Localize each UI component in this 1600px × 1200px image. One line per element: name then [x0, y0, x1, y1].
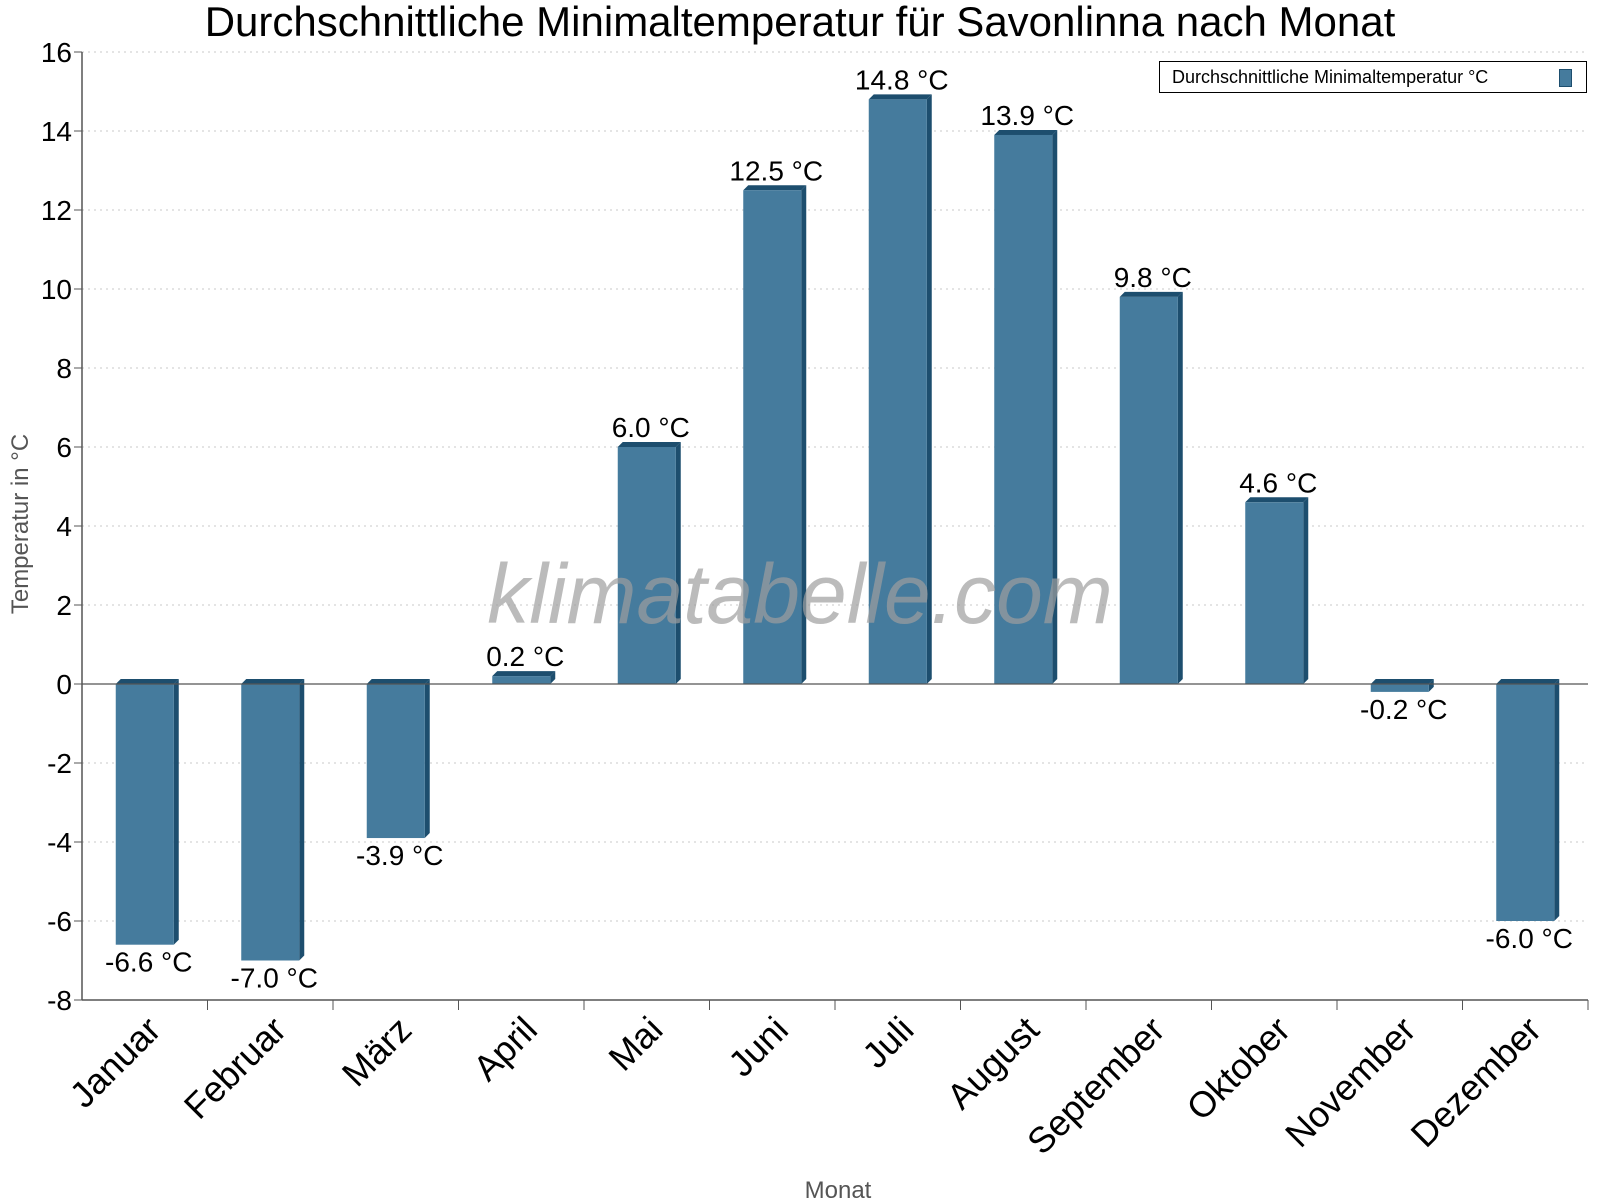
- y-tick-label: 2: [56, 590, 72, 621]
- bar: [1496, 684, 1555, 921]
- data-label: 14.8 °C: [855, 64, 949, 95]
- bar-side: [550, 671, 556, 684]
- watermark: klimatabelle.com: [487, 547, 1113, 641]
- y-tick-label: 6: [56, 432, 72, 463]
- x-tick-label: April: [465, 1009, 545, 1089]
- bar-side: [1303, 497, 1309, 684]
- bar: [994, 134, 1053, 684]
- x-tick-label: März: [334, 1009, 420, 1095]
- x-tick-label: August: [939, 1009, 1047, 1117]
- x-tick-label: Dezember: [1402, 1009, 1548, 1155]
- bar-side: [1177, 291, 1183, 684]
- bar: [115, 684, 174, 945]
- data-label: -0.2 °C: [1360, 694, 1447, 725]
- bar-top: [1245, 497, 1309, 503]
- x-tick-label: Juni: [720, 1009, 796, 1085]
- data-label: 9.8 °C: [1114, 262, 1192, 293]
- x-tick-label: Januar: [62, 1009, 169, 1116]
- bar-side: [1554, 679, 1560, 921]
- bar-top: [115, 679, 179, 684]
- y-tick-label: 4: [56, 511, 72, 542]
- y-tick-label: 14: [41, 116, 72, 147]
- data-label: -7.0 °C: [231, 963, 318, 994]
- bar-top: [1119, 291, 1183, 297]
- y-tick-label: -4: [47, 827, 72, 858]
- bar-top: [994, 129, 1058, 135]
- x-tick-label: November: [1277, 1009, 1423, 1155]
- y-tick-label: 10: [41, 274, 72, 305]
- x-axis-label: Monat: [805, 1177, 872, 1200]
- legend-swatch: [1559, 69, 1572, 87]
- bar-top: [366, 679, 430, 684]
- bar-side: [299, 679, 305, 961]
- bar-top: [1370, 679, 1434, 684]
- bar-side: [801, 185, 807, 684]
- bar-side: [424, 679, 430, 839]
- x-tick-label: Februar: [176, 1009, 294, 1127]
- y-tick-label: 16: [41, 37, 72, 68]
- bar-side: [1428, 679, 1434, 692]
- x-tick-label: Juli: [854, 1009, 921, 1076]
- bar-top: [868, 94, 932, 100]
- bar-side: [926, 94, 932, 684]
- data-label: 13.9 °C: [980, 100, 1074, 131]
- y-tick-label: 12: [41, 195, 72, 226]
- y-tick-label: -6: [47, 906, 72, 937]
- bar: [241, 684, 300, 961]
- bar-side: [173, 679, 179, 945]
- y-axis-label: Temperatur in °C: [7, 434, 34, 614]
- bar-top: [617, 442, 681, 447]
- bar: [617, 447, 676, 684]
- bar-top: [1496, 679, 1560, 684]
- data-label: -3.9 °C: [356, 840, 443, 871]
- bar-top: [492, 671, 556, 677]
- bar: [1119, 296, 1178, 684]
- bar: [743, 190, 802, 684]
- bar: [366, 684, 425, 839]
- legend: Durchschnittliche Minimaltemperatur °C: [1159, 61, 1587, 93]
- chart-title: Durchschnittliche Minimaltemperatur für …: [205, 0, 1396, 45]
- y-tick-label: 0: [56, 669, 72, 700]
- bar: [868, 99, 927, 684]
- y-tick-label: 8: [56, 353, 72, 384]
- x-tick-label: Oktober: [1178, 1009, 1298, 1129]
- data-label: -6.6 °C: [105, 947, 192, 978]
- bar-top: [241, 679, 305, 684]
- y-tick-label: -8: [47, 985, 72, 1016]
- data-label: 6.0 °C: [612, 412, 690, 443]
- data-label: -6.0 °C: [1486, 923, 1573, 954]
- y-tick-label: -2: [47, 748, 72, 779]
- x-tick-label: September: [1019, 1009, 1173, 1163]
- bar: [1245, 502, 1304, 684]
- data-label: 0.2 °C: [486, 641, 564, 672]
- bar: [492, 676, 551, 684]
- x-tick-label: Mai: [600, 1009, 670, 1079]
- bar-side: [675, 442, 681, 684]
- data-label: 4.6 °C: [1239, 467, 1317, 498]
- legend-label: Durchschnittliche Minimaltemperatur °C: [1172, 66, 1489, 87]
- bar: [1370, 684, 1429, 692]
- bar-side: [1052, 129, 1058, 684]
- data-label: 12.5 °C: [729, 155, 823, 186]
- bar-top: [743, 185, 807, 191]
